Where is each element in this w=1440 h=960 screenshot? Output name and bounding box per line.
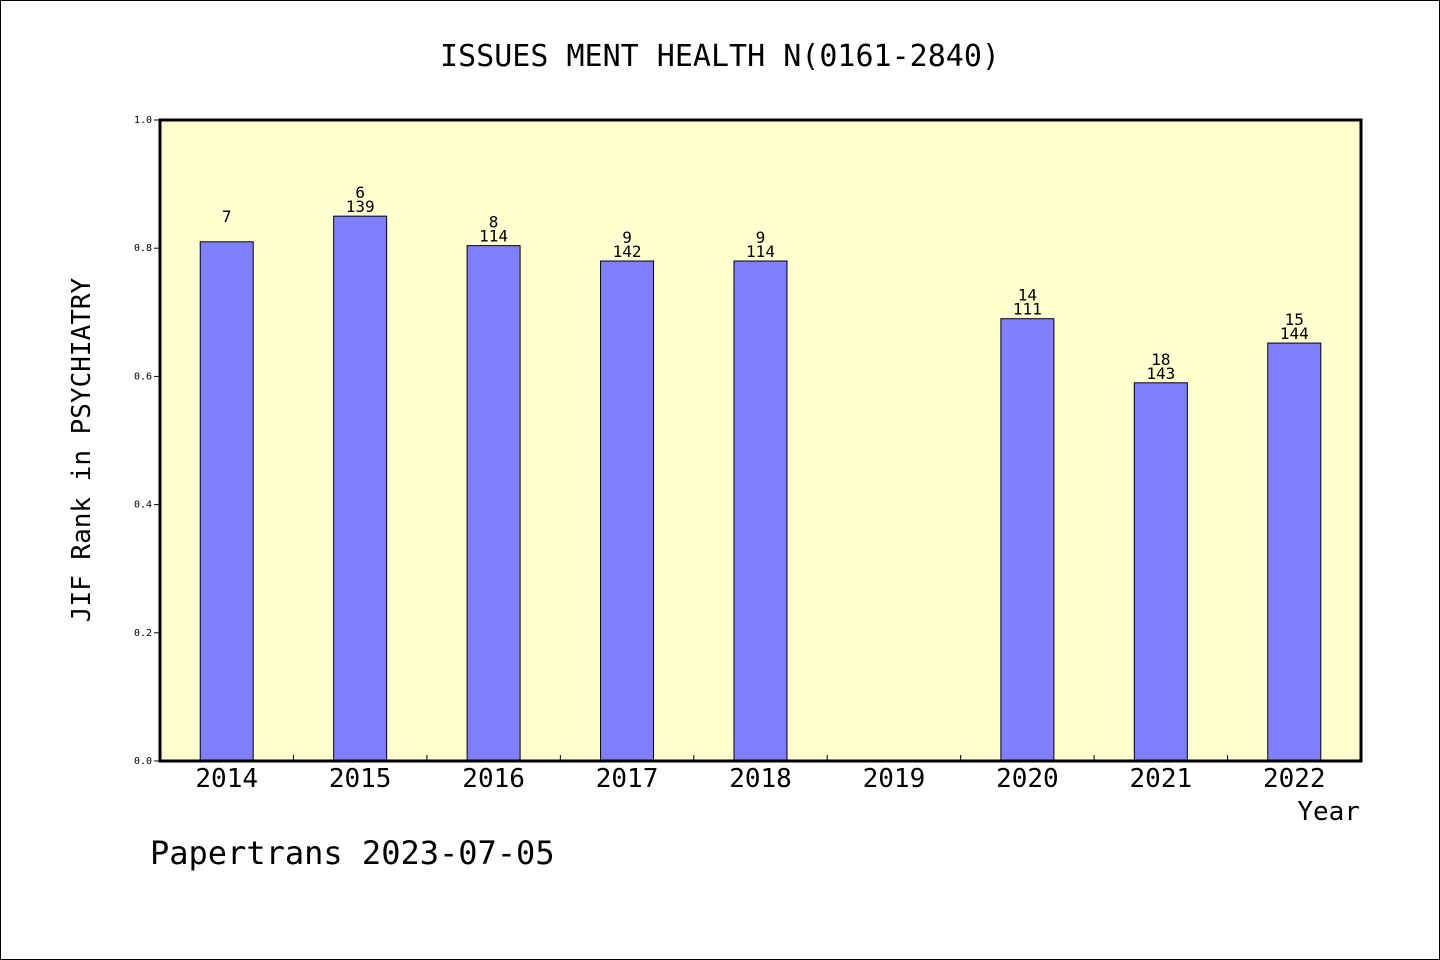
y-tick-label: 0.2 [134,628,152,639]
y-tick-label: 1.0 [134,115,152,126]
rank-label: 15 [1285,310,1304,329]
x-tick-label: 2016 [462,764,525,794]
y-axis: 0.0 0.2 0.4 0.6 0.8 1.0 [134,115,160,767]
x-tick-label: 2017 [596,764,659,794]
bar-2014 [199,241,254,762]
x-tick-label: 2020 [996,764,1059,794]
x-tick-label: 2015 [329,764,392,794]
bar-2021 [1133,382,1188,762]
x-axis: 2014 2015 2016 2017 2018 2019 2020 2021 2022 [195,755,1326,794]
y-tick-label: 0.6 [134,371,152,382]
total-label: 144 [1280,324,1309,343]
bar-2020 [1000,318,1055,762]
bar-2017 [600,260,655,762]
rank-label: 18 [1151,350,1170,369]
x-tick-label: 2019 [863,764,926,794]
y-tick-label: 0.8 [134,243,152,254]
bar-2015 [333,215,388,762]
rank-label: 8 [489,213,499,232]
rank-label: 14 [1018,286,1037,305]
total-label: 114 [479,227,508,246]
total-label: 143 [1146,364,1175,383]
footer-credit: Papertrans 2023-07-05 [150,834,555,872]
total-label: 114 [746,242,775,261]
y-axis-label: JIF Rank in PSYCHIATRY [67,277,97,622]
y-tick-label: 0.4 [134,500,152,511]
total-label: 111 [1013,300,1042,319]
x-axis-label: Year [1297,797,1360,827]
x-tick-label: 2014 [195,764,258,794]
x-tick-label: 2021 [1130,764,1193,794]
total-label: 139 [346,197,375,216]
bar-2022 [1267,342,1322,762]
plot-border [158,118,1363,763]
rank-label: 6 [355,183,365,202]
bar-2016 [466,245,521,762]
rank-label: 9 [622,228,632,247]
x-tick-label: 2022 [1263,764,1326,794]
bar-2018 [733,260,788,762]
chart-title: ISSUES MENT HEALTH N(0161-2840) [440,39,1000,74]
x-tick-label: 2018 [729,764,792,794]
y-tick-label: 0.0 [134,756,152,767]
total-label: 142 [613,242,642,261]
rank-label: 7 [222,207,232,226]
rank-label: 9 [756,228,766,247]
bars-layer [199,215,1322,762]
